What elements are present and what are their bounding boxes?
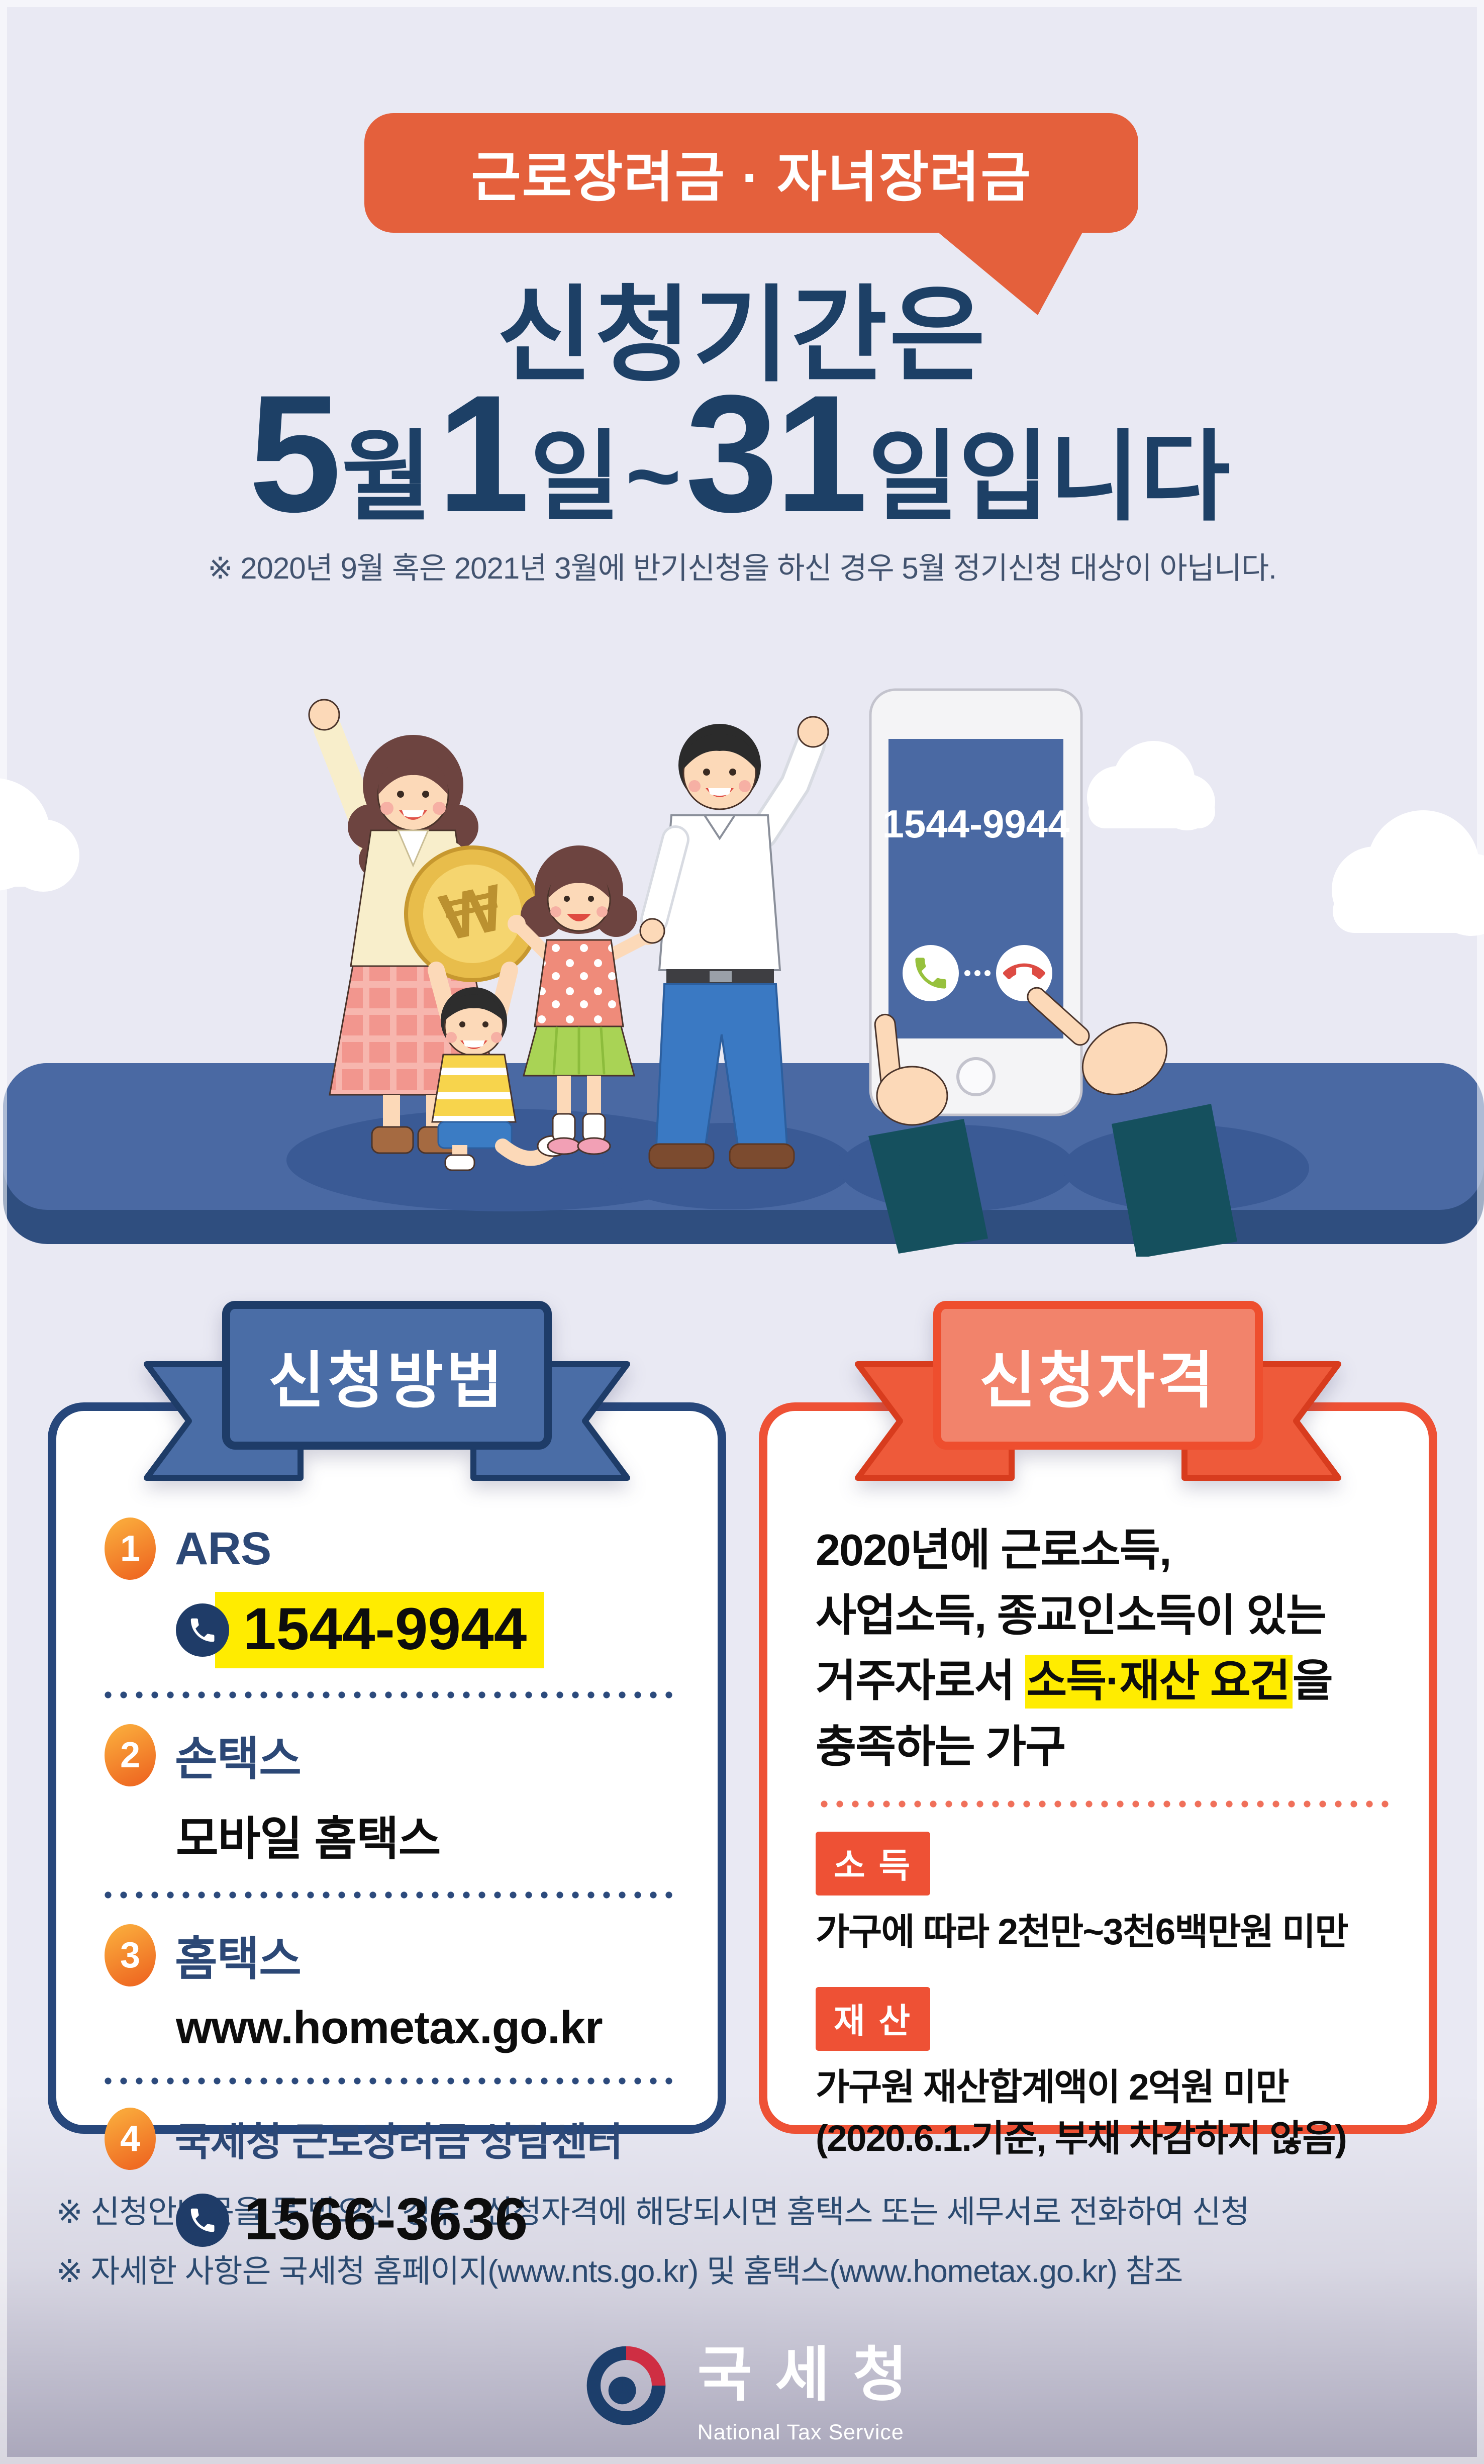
- method-item-ars: 1 ARS: [105, 1518, 682, 1580]
- hometax-url: www.hometax.go.kr: [176, 2002, 603, 2053]
- call-accept-icon: [903, 945, 959, 1001]
- eligibility-ribbon-title: 신청자격: [979, 1346, 1217, 1415]
- nts-logo-korean: 국세청: [697, 2342, 931, 2408]
- method-number-3: 3: [105, 1924, 156, 1986]
- phone-icon: [176, 1603, 229, 1657]
- footer-note-1: ※ 신청안내문을 못 받으신 경우 : 신청자격에 해당되시면 홈택스 또는 세…: [56, 2195, 1250, 2230]
- girl-illustration: [508, 845, 657, 1155]
- ars-phone-number: 1544-9944: [215, 1592, 544, 1668]
- method-title-hometax: 홈택스: [175, 1934, 302, 1985]
- eligibility-ribbon: 신청자격: [852, 1293, 1344, 1494]
- income-label: 소 득: [816, 1831, 931, 1896]
- method-item-hometax: 3 홈택스: [105, 1922, 682, 1988]
- program-badge: 근로장려금 · 자녀장려금: [364, 113, 1138, 233]
- income-requirement: 가구에 따라 2천만~3천6백만원 미만: [816, 1911, 1348, 1952]
- cloud-right: [1332, 810, 1484, 936]
- methods-ribbon: 신청방법: [141, 1293, 633, 1494]
- home-button: [956, 1057, 996, 1096]
- period-day-end-suffix: 일입니다: [867, 422, 1231, 532]
- method-number-2: 2: [105, 1724, 156, 1786]
- method-title-sontax: 손택스: [175, 1734, 302, 1785]
- period-day-end: 31: [685, 360, 868, 547]
- asset-label: 재 산: [816, 1987, 931, 2051]
- desc-line3-post: 을: [1292, 1656, 1333, 1706]
- divider: [821, 1800, 1389, 1808]
- phone-illustration: 1544-9944: [869, 688, 1083, 1116]
- eligibility-description: 2020년에 근로소득, 사업소득, 종교인소득이 있는 거주자로서 소득·재산…: [816, 1518, 1394, 1779]
- phone-icon: [176, 2194, 229, 2247]
- divider: [105, 1691, 677, 1698]
- footer-notes: ※ 신청안내문을 못 받으신 경우 : 신청자격에 해당되시면 홈택스 또는 세…: [56, 2183, 1433, 2302]
- nts-symbol-icon: [586, 2346, 666, 2425]
- method-title-ars: ARS: [175, 1523, 271, 1574]
- desc-line4: 충족하는 가구: [816, 1721, 1066, 1771]
- callcenter-phone-number: 1566-3636: [244, 2186, 528, 2252]
- cloud-left: [0, 778, 79, 892]
- methods-ribbon-title: 신청방법: [268, 1346, 506, 1415]
- asset-requirement: 가구원 재산합계액이 2억원 미만 (2020.6.1.기준, 부채 차감하지 …: [816, 2062, 1394, 2164]
- divider: [105, 2077, 677, 2084]
- page-title: 신청기간은: [497, 277, 987, 394]
- program-badge-label: 근로장려금 · 자녀장려금: [471, 147, 1032, 208]
- method-item-sontax: 2 손택스: [105, 1722, 682, 1788]
- asset-text: 가구원 재산합계액이 2억원 미만: [816, 2067, 1290, 2108]
- period-day-start-unit: 일: [530, 422, 621, 532]
- asset-note: (2020.6.1.기준, 부채 차감하지 않음): [816, 2118, 1347, 2159]
- method-number-4: 4: [105, 2108, 156, 2170]
- divider: [105, 1891, 677, 1899]
- desc-line1: 2020년에 근로소득,: [816, 1525, 1171, 1575]
- desc-line3-pre: 거주자로서: [816, 1656, 1026, 1706]
- eligibility-card: 2020년에 근로소득, 사업소득, 종교인소득이 있는 거주자로서 소득·재산…: [759, 1402, 1437, 2159]
- nts-logo-english: National Tax Service: [697, 2420, 904, 2444]
- hero-illustration: W: [0, 688, 1484, 1257]
- period-month-unit: 월: [341, 422, 432, 532]
- methods-card: 1 ARS 1544-9944 2 손택스 모바일 홈택스 3 홈택스 www.…: [48, 1402, 726, 2252]
- method-subtitle-sontax: 모바일 홈택스: [176, 1814, 441, 1865]
- period-day-start: 1: [437, 360, 530, 547]
- phone-screen-number: 1544-9944: [882, 802, 1069, 846]
- nts-logo: 국세청 National Tax Service: [0, 2326, 1484, 2445]
- boy-illustration: [428, 962, 569, 1171]
- desc-line3-highlight: 소득·재산 요건: [1025, 1655, 1293, 1709]
- period-month-number: 5: [248, 360, 342, 547]
- father-illustration: [639, 716, 829, 1169]
- method-item-callcenter: 4 국세청 근로장려금 상담센터: [105, 2108, 682, 2170]
- application-period: 5 월 1 일 ~ 31 일입니다: [0, 358, 1484, 550]
- footer-note-2: ※ 자세한 사항은 국세청 홈페이지(www.nts.go.kr) 및 홈택스(…: [56, 2254, 1183, 2290]
- ars-phone-row: 1544-9944: [176, 1592, 682, 1668]
- desc-line2: 사업소득, 종교인소득이 있는: [816, 1590, 1327, 1641]
- period-tilde: ~: [625, 423, 681, 529]
- method-title-callcenter: 국세청 근로장려금 상담센터: [175, 2120, 623, 2164]
- half-year-note: ※ 2020년 9월 혹은 2021년 3월에 반기신청을 하신 경우 5월 정…: [208, 551, 1277, 585]
- method-number-1: 1: [105, 1518, 156, 1580]
- cloud-middle: [1087, 741, 1215, 830]
- callcenter-phone-row: 1566-3636: [176, 2182, 682, 2258]
- hands-illustration: [868, 987, 1237, 1257]
